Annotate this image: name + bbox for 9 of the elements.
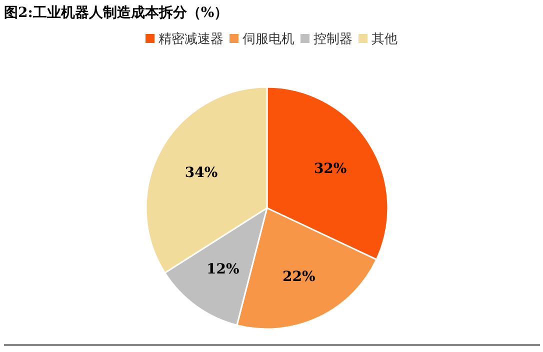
legend-label: 其他 — [372, 32, 398, 47]
data-label: 32% — [314, 160, 347, 177]
legend-label: 精密减速器 — [158, 32, 224, 47]
legend-label: 伺服电机 — [242, 32, 294, 47]
data-label: 22% — [282, 268, 316, 285]
data-label: 34% — [184, 164, 218, 181]
data-label: 12% — [206, 262, 240, 278]
legend-label: 控制器 — [314, 32, 352, 47]
chart-title: 图2:工业机器人制造成本拆分（%） — [4, 5, 228, 21]
